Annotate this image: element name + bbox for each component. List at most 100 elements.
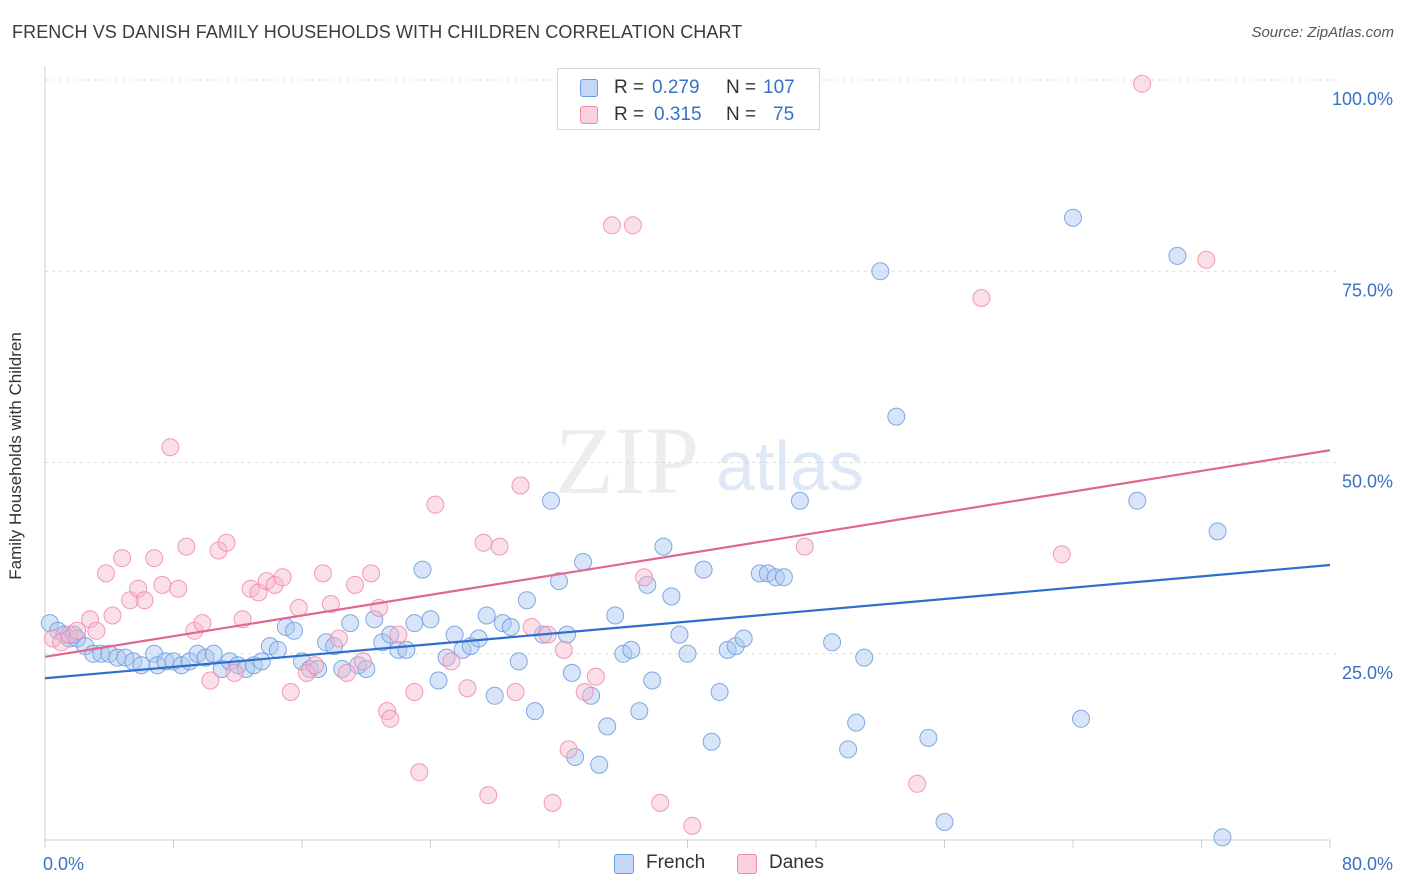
french-point-102 bbox=[1064, 208, 1082, 227]
danes-point-59 bbox=[575, 683, 594, 701]
french-point-85 bbox=[710, 683, 729, 701]
danes-point-63 bbox=[635, 568, 654, 587]
french-point-68 bbox=[566, 748, 585, 766]
danes-point-62 bbox=[623, 216, 642, 235]
french-point-69 bbox=[574, 553, 593, 571]
danes-r-label: R = bbox=[614, 104, 645, 125]
french-point-78 bbox=[643, 671, 662, 690]
danes-point-11 bbox=[135, 591, 154, 610]
axes bbox=[44, 66, 1331, 848]
french-point-92 bbox=[774, 568, 793, 587]
danes-point-32 bbox=[305, 656, 324, 675]
danes-point-57 bbox=[554, 640, 573, 659]
french-point-94 bbox=[823, 633, 842, 652]
danes-point-67 bbox=[908, 774, 927, 793]
watermark-zip: ZIP bbox=[555, 407, 699, 514]
french-point-64 bbox=[542, 491, 560, 510]
french-point-62 bbox=[525, 702, 544, 721]
danes-point-51 bbox=[490, 537, 509, 556]
french-point-30 bbox=[268, 640, 287, 659]
french-r-value: 0.279 bbox=[652, 77, 700, 98]
watermark-atlas: atlas bbox=[716, 427, 864, 505]
danes-point-36 bbox=[338, 663, 356, 682]
danes-r-value: 0.315 bbox=[654, 104, 702, 125]
french-point-42 bbox=[365, 610, 384, 629]
danes-point-70 bbox=[1133, 74, 1152, 93]
legend-danes-swatch bbox=[737, 854, 757, 874]
french-point-105 bbox=[1168, 246, 1187, 265]
danes-point-29 bbox=[281, 683, 300, 701]
danes-point-47 bbox=[442, 652, 461, 671]
french-point-88 bbox=[734, 629, 753, 648]
danes-point-39 bbox=[362, 564, 381, 583]
danes-point-44 bbox=[405, 683, 424, 701]
danes-point-15 bbox=[169, 579, 188, 598]
y-tick-label-1: 50.0% bbox=[1342, 472, 1393, 492]
danes-point-52 bbox=[506, 683, 525, 701]
y-tick-label-2: 75.0% bbox=[1342, 280, 1393, 300]
danes-point-64 bbox=[651, 793, 670, 812]
french-point-82 bbox=[678, 644, 697, 663]
french-point-95 bbox=[839, 740, 858, 759]
french-point-61 bbox=[517, 591, 536, 610]
danes-point-19 bbox=[201, 671, 220, 690]
french-swatch bbox=[580, 79, 598, 97]
french-point-50 bbox=[429, 671, 448, 690]
french-point-67 bbox=[562, 663, 581, 682]
danes-point-35 bbox=[329, 629, 348, 648]
danes-point-18 bbox=[193, 614, 212, 633]
french-n-label: N = bbox=[726, 77, 757, 98]
french-point-22 bbox=[204, 644, 223, 663]
danes-trend-line bbox=[44, 449, 1331, 658]
danes-point-61 bbox=[603, 216, 621, 235]
danes-point-10 bbox=[129, 579, 148, 598]
french-point-84 bbox=[702, 732, 721, 751]
french-point-60 bbox=[509, 652, 528, 671]
danes-point-16 bbox=[177, 537, 196, 556]
legend-danes-label: Danes bbox=[769, 852, 824, 873]
french-point-47 bbox=[405, 614, 424, 633]
danes-swatch bbox=[580, 106, 598, 124]
stats-legend: R = 0.279 N = 107 R = 0.315 N = 75 bbox=[557, 68, 820, 130]
french-point-81 bbox=[670, 625, 689, 644]
danes-point-53 bbox=[511, 476, 530, 495]
danes-point-60 bbox=[586, 667, 605, 686]
danes-point-54 bbox=[522, 618, 541, 636]
legend-french-label: French bbox=[646, 852, 706, 873]
x-tick-label-0: 0.0% bbox=[43, 854, 84, 874]
french-point-96 bbox=[847, 713, 866, 732]
french-point-76 bbox=[630, 702, 649, 721]
danes-point-65 bbox=[683, 816, 702, 835]
danes-point-34 bbox=[321, 595, 340, 613]
y-tick-label-0: 25.0% bbox=[1342, 663, 1393, 683]
french-n-value: 107 bbox=[763, 77, 795, 98]
danes-point-69 bbox=[1052, 545, 1071, 564]
danes-point-6 bbox=[97, 564, 115, 583]
danes-point-13 bbox=[153, 575, 172, 594]
legend-french-swatch bbox=[614, 854, 634, 874]
french-point-101 bbox=[935, 813, 954, 831]
danes-point-14 bbox=[161, 438, 180, 457]
danes-point-49 bbox=[474, 533, 493, 552]
danes-point-5 bbox=[87, 621, 106, 640]
french-point-65 bbox=[550, 572, 568, 591]
watermark: ZIP atlas bbox=[555, 407, 864, 514]
danes-point-46 bbox=[426, 495, 445, 514]
danes-point-28 bbox=[273, 568, 292, 587]
source-credit: Source: ZipAtlas.com bbox=[1251, 24, 1394, 41]
danes-point-22 bbox=[225, 663, 244, 682]
french-point-100 bbox=[919, 728, 938, 747]
french-point-104 bbox=[1128, 491, 1147, 510]
danes-point-37 bbox=[346, 575, 364, 594]
danes-point-45 bbox=[410, 763, 429, 782]
french-r-label: R = bbox=[614, 77, 645, 98]
french-point-97 bbox=[855, 648, 874, 667]
danes-point-68 bbox=[972, 289, 991, 307]
french-point-32 bbox=[285, 621, 303, 640]
danes-point-56 bbox=[543, 793, 562, 812]
french-point-71 bbox=[590, 755, 609, 774]
french-point-56 bbox=[477, 606, 496, 625]
french-point-99 bbox=[887, 407, 906, 426]
y-tick-label-3: 100.0% bbox=[1332, 89, 1393, 109]
